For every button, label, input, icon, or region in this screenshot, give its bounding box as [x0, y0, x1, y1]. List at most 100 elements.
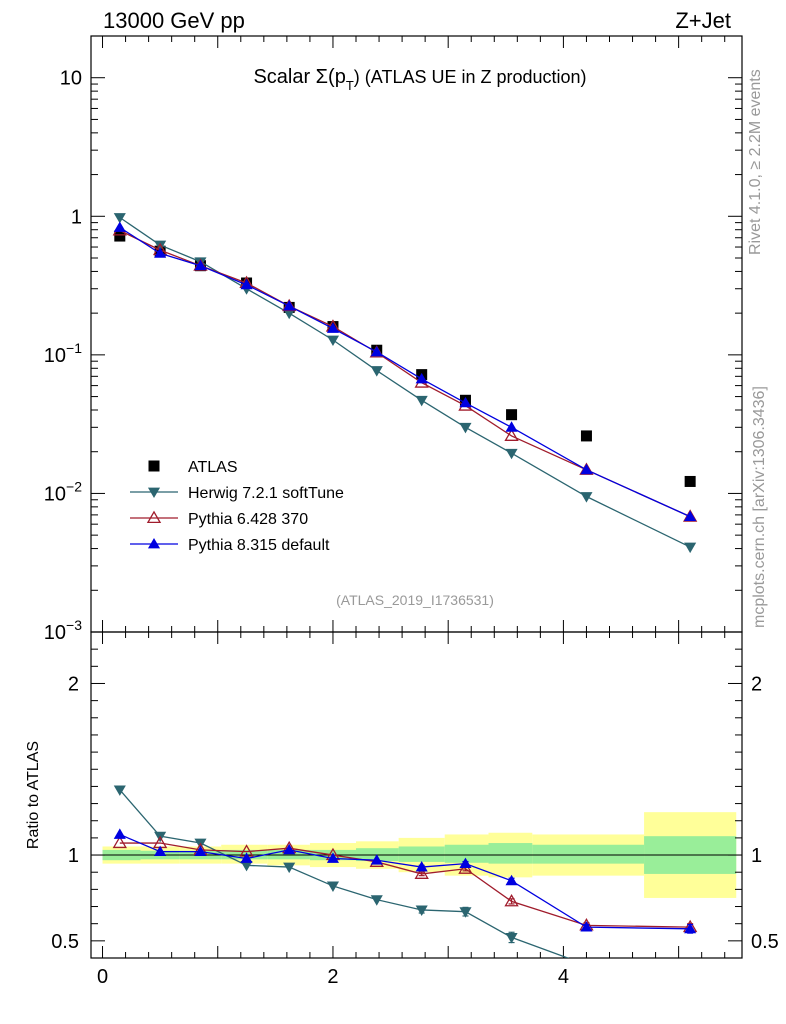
data-point [580, 492, 593, 503]
ratio-ytick-label-right: 2 [751, 673, 762, 695]
data-point [370, 345, 383, 357]
ratio-point [113, 785, 126, 796]
data-point [415, 395, 428, 407]
chart-title-sub: T [346, 78, 354, 93]
legend: ATLAS Herwig 7.2.1 softTune Pythia 6.428 3… [130, 459, 344, 554]
ratio-point [414, 866, 429, 879]
band-stat [398, 846, 445, 862]
chart-title: Scalar Σ(pT) (ATLAS UE in Z production) [253, 66, 586, 93]
ratio-point [505, 874, 518, 886]
legend-marker [146, 510, 162, 524]
ratio-point [370, 854, 383, 865]
data-point [326, 322, 340, 333]
series-line [119, 226, 691, 518]
data-point [505, 448, 518, 460]
ratio-point [283, 843, 296, 855]
ratio-point [240, 860, 253, 872]
chart-title-suffix: ) (ATLAS UE in Z production) [354, 67, 587, 87]
legend-label: Pythia 6.428 370 [188, 511, 308, 528]
data-point [506, 409, 518, 421]
data-point [240, 278, 253, 290]
ratio-point [415, 905, 428, 917]
ratio-ytick-label-left: 0.5 [51, 931, 79, 953]
ratio-xtick-label: 2 [327, 966, 338, 988]
ratio-series-pythia-8-315-default [113, 828, 697, 934]
data-point [154, 247, 167, 258]
ratio-point [370, 895, 383, 906]
ratio-point [113, 828, 126, 839]
ratio-series-herwig-7-2-1-softtune [113, 785, 696, 975]
series-line [119, 216, 691, 548]
data-point [684, 475, 696, 487]
ratio-ytick-label-left: 2 [68, 673, 79, 695]
data-point [684, 510, 697, 522]
data-point [459, 422, 472, 434]
band-stat [488, 843, 533, 864]
legend-marker [147, 487, 161, 499]
ratio-point [580, 921, 593, 932]
main-panel-axes: 10 1 10−1 10−2 10−3 [44, 35, 742, 644]
main-ytick-label: 10−1 [44, 340, 82, 367]
process-label: Z+Jet [675, 8, 731, 33]
ratio-panel-axes: 2 2 1 1 0.5 0.5 0 2 4 [51, 632, 779, 988]
legend-label: Pythia 8.315 default [188, 537, 330, 554]
legend-entry: Pythia 8.315 default [130, 537, 330, 554]
ratio-point [459, 857, 472, 869]
band-stat [532, 844, 645, 864]
rivet-label: Rivet 4.1.0, ≥ 2.2M events [747, 69, 764, 255]
data-point [194, 259, 207, 271]
ratio-point [326, 852, 340, 863]
series-pythia-8-315-default [113, 221, 697, 522]
band-stat [444, 844, 489, 863]
legend-entry: ATLAS [148, 459, 238, 476]
ratio-point [194, 845, 207, 857]
ratio-line [119, 789, 570, 958]
data-point [154, 240, 167, 252]
analysis-label: (ATLAS_2019_I1736531) [336, 592, 494, 608]
main-ytick-label: 10 [60, 68, 82, 90]
legend-entry: Herwig 7.2.1 softTune [130, 485, 344, 502]
ratio-point [684, 965, 696, 975]
main-ytick-label: 10−2 [44, 478, 82, 505]
ratio-point [684, 922, 697, 934]
ratio-point [240, 852, 253, 863]
ratio-line [119, 842, 691, 928]
ratio-uncertainty-bands [91, 812, 742, 898]
ratio-ytick-label-left: 1 [68, 845, 79, 867]
data-point [283, 300, 296, 311]
data-point [326, 335, 340, 347]
data-point [113, 213, 126, 224]
data-point [504, 428, 519, 441]
legend-entry: Pythia 6.428 370 [130, 510, 308, 528]
ratio-xtick-label: 0 [97, 966, 108, 988]
ratio-point [112, 835, 127, 849]
legend-marker [147, 537, 161, 549]
ratio-panel-frame [90, 631, 743, 959]
ratio-point [580, 960, 592, 970]
ratio-point [459, 907, 472, 918]
data-point [684, 542, 697, 554]
legend-marker [148, 460, 160, 472]
energy-label: 13000 GeV pp [103, 8, 245, 33]
ratio-point [283, 862, 296, 874]
ratio-point [326, 881, 340, 892]
data-point [580, 430, 592, 442]
ratio-line [119, 833, 691, 930]
data-point [505, 421, 518, 432]
ratio-point [415, 861, 428, 872]
chart-title-prefix: Scalar Σ(p [253, 66, 345, 88]
ratio-xtick-label: 4 [558, 966, 569, 988]
ratio-ylabel: Ratio to ATLAS [25, 741, 42, 849]
ratio-point [505, 933, 518, 944]
ratio-point [154, 845, 167, 857]
legend-label: Herwig 7.2.1 softTune [188, 485, 344, 502]
legend-label: ATLAS [188, 459, 238, 476]
ratio-point [504, 894, 519, 907]
data-point [113, 221, 126, 232]
ratio-ytick-label-right: 1 [751, 845, 762, 867]
data-point [114, 230, 126, 242]
data-point [459, 396, 472, 408]
data-point [370, 366, 383, 377]
